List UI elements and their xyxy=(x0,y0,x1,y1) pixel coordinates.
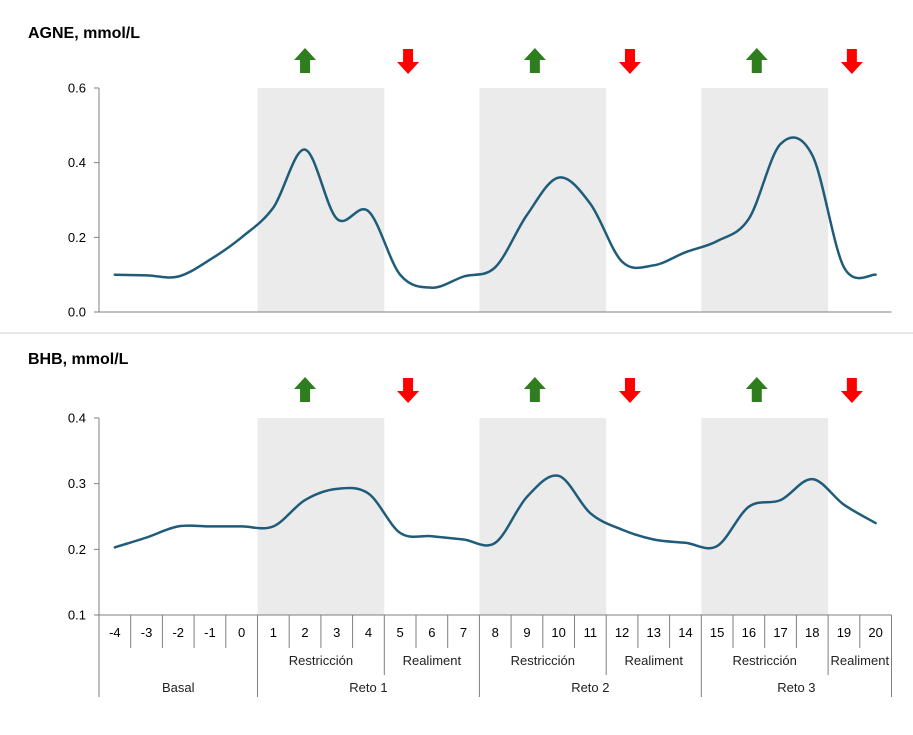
bhb-panel: BHB, mmol/L 0.1 0.2 0.3 0.4 xyxy=(28,351,877,623)
x-group-label: Reto 2 xyxy=(571,680,609,695)
x-group-label: Reto 3 xyxy=(777,680,815,695)
x-subgroup-label: Realiment xyxy=(403,653,462,668)
bhb-shaded-band-3 xyxy=(701,418,829,615)
x-tick-label: -2 xyxy=(172,625,184,640)
bhb-arrow-up-icon xyxy=(745,377,768,402)
agne-arrow-up-icon xyxy=(523,48,546,73)
bhb-y-tick-label: 0.1 xyxy=(68,608,86,623)
bhb-shaded-band-1 xyxy=(257,418,385,615)
x-tick-label: 13 xyxy=(647,625,661,640)
x-subgroup-label: Realiment xyxy=(831,653,890,668)
x-tick-label: 10 xyxy=(551,625,565,640)
agne-y-tick-label: 0.0 xyxy=(68,305,86,320)
x-tick-label: 7 xyxy=(460,625,467,640)
bhb-y-tick-label: 0.4 xyxy=(68,411,86,426)
x-tick-label: -4 xyxy=(109,625,121,640)
x-tick-label: 3 xyxy=(333,625,340,640)
agne-series-line xyxy=(113,136,877,289)
bhb-y-tick-label: 0.3 xyxy=(68,476,86,491)
x-tick-label: 19 xyxy=(837,625,851,640)
x-tick-label: 1 xyxy=(270,625,277,640)
bhb-series-line xyxy=(113,474,877,550)
x-group-label: Reto 1 xyxy=(349,680,387,695)
x-tick-label: 12 xyxy=(615,625,629,640)
agne-y-tick-label: 0.2 xyxy=(68,230,86,245)
bhb-arrow-down-icon xyxy=(840,378,863,403)
agne-arrow-down-icon xyxy=(618,49,641,74)
bhb-y-tick-label: 0.2 xyxy=(68,542,86,557)
x-tick-label: 14 xyxy=(678,625,692,640)
x-tick-label: 17 xyxy=(773,625,787,640)
x-tick-label: 2 xyxy=(301,625,308,640)
agne-shaded-band-3 xyxy=(701,88,829,312)
agne-arrow-down-icon xyxy=(397,49,420,74)
x-tick-label: 5 xyxy=(397,625,404,640)
x-group-label: Basal xyxy=(162,680,195,695)
x-subgroup-label: Realiment xyxy=(624,653,683,668)
x-tick-label: 6 xyxy=(428,625,435,640)
x-tick-label: 9 xyxy=(523,625,530,640)
bhb-arrow-up-icon xyxy=(523,377,546,402)
x-tick-label: 20 xyxy=(868,625,882,640)
agne-shaded-band-2 xyxy=(479,88,607,312)
x-tick-label: -3 xyxy=(141,625,153,640)
bhb-arrow-down-icon xyxy=(397,378,420,403)
x-tick-label: 8 xyxy=(492,625,499,640)
agne-chart-title: AGNE, mmol/L xyxy=(28,25,140,42)
bhb-arrow-up-icon xyxy=(294,377,317,402)
x-tick-label: -1 xyxy=(204,625,216,640)
x-tick-label: 18 xyxy=(805,625,819,640)
x-tick-label: 15 xyxy=(710,625,724,640)
agne-y-tick-label: 0.4 xyxy=(68,155,86,170)
agne-y-tick-label: 0.6 xyxy=(68,81,86,96)
agne-arrow-up-icon xyxy=(745,48,768,73)
bhb-arrow-down-icon xyxy=(618,378,641,403)
x-tick-label: 16 xyxy=(742,625,756,640)
agne-arrow-down-icon xyxy=(840,49,863,74)
x-subgroup-label: Restricción xyxy=(289,653,353,668)
agne-panel: AGNE, mmol/L 0.0 0.2 0.4 0.6 xyxy=(28,25,892,320)
x-subgroup-label: Restricción xyxy=(511,653,575,668)
agne-arrow-up-icon xyxy=(294,48,317,73)
x-tick-label: 11 xyxy=(584,625,598,640)
bhb-shaded-band-2 xyxy=(479,418,607,615)
x-tick-label: 0 xyxy=(238,625,245,640)
category-axis: -4 -3 -2 -1 0 1 2 3 4 5 6 7 8 9 10 11 12 13 14 15 16 17 18 19 20… xyxy=(98,614,892,697)
bhb-chart-title: BHB, mmol/L xyxy=(28,351,129,368)
x-tick-label: 4 xyxy=(365,625,372,640)
x-subgroup-label: Restricción xyxy=(733,653,797,668)
